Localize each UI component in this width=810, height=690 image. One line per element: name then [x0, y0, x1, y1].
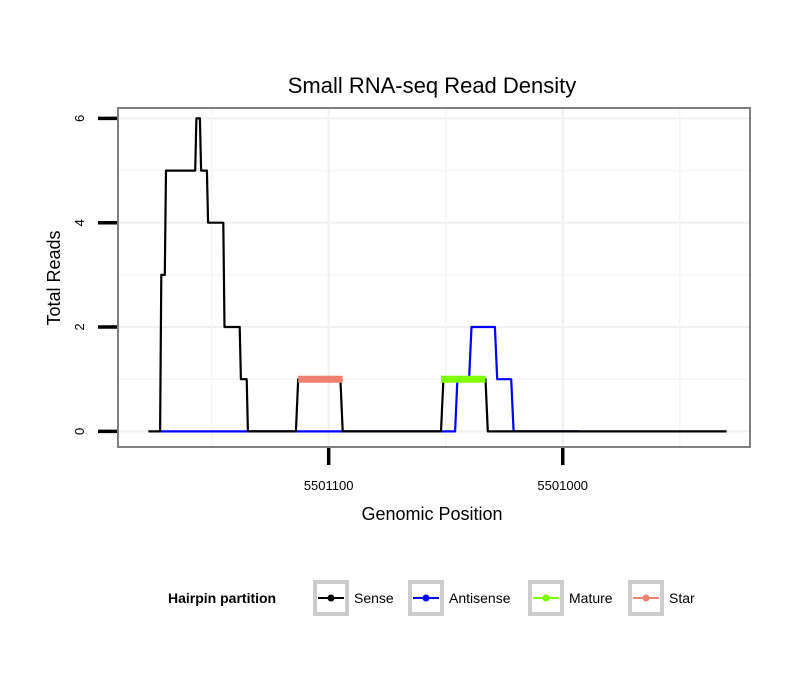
- legend-label: Star: [669, 590, 695, 606]
- x-axis-title: Genomic Position: [361, 504, 502, 524]
- y-tick-label: 0: [72, 428, 87, 435]
- legend-item-sense: Sense: [313, 580, 394, 616]
- y-axis-title: Total Reads: [44, 230, 64, 325]
- series-layer: [148, 117, 727, 433]
- legend-key-point: [642, 594, 650, 602]
- legend-item-star: Star: [628, 580, 695, 616]
- legend: Hairpin partition Sense Antisense Mature St…: [168, 580, 695, 616]
- legend-item-mature: Mature: [528, 580, 613, 616]
- legend-label: Mature: [569, 590, 613, 606]
- legend-key-point: [422, 594, 430, 602]
- series-line-sense: [148, 117, 727, 433]
- legend-key-point: [542, 594, 550, 602]
- y-tick-label: 2: [72, 323, 87, 330]
- plot-panel-border: [117, 107, 751, 448]
- x-tick-label: 5501000: [537, 478, 588, 493]
- legend-label: Antisense: [449, 590, 511, 606]
- x-tick-label: 5501100: [304, 478, 354, 493]
- y-tick-label: 6: [72, 115, 87, 122]
- grid-lines: [118, 108, 750, 447]
- legend-title: Hairpin partition: [168, 590, 276, 606]
- x-axis: 5501100 5501000: [304, 448, 588, 493]
- chart-title: Small RNA-seq Read Density: [288, 73, 577, 98]
- legend-key-point: [327, 594, 335, 602]
- legend-label: Sense: [354, 590, 394, 606]
- y-axis: 0 2 4 6: [72, 115, 117, 435]
- legend-item-antisense: Antisense: [408, 580, 511, 616]
- y-tick-label: 4: [72, 219, 87, 226]
